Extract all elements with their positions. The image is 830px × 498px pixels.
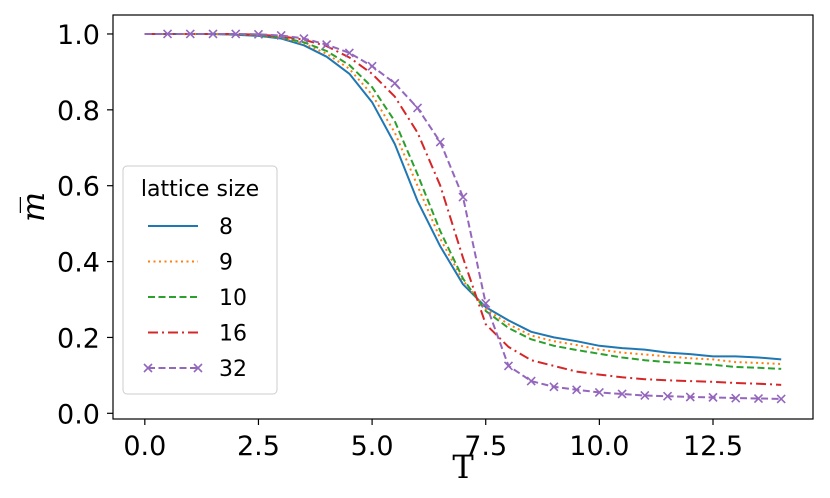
legend-label-8: 8: [219, 215, 233, 240]
series-marker-32: [367, 61, 377, 71]
legend-box: [122, 165, 278, 395]
y-tick-label: 0.8: [57, 96, 100, 127]
legend-label-9: 9: [219, 251, 233, 276]
x-tick-label: 10.0: [569, 431, 629, 462]
plot-area: [144, 29, 786, 404]
x-tick-label: 7.5: [464, 431, 507, 462]
legend-label-16: 16: [219, 322, 247, 347]
legend: lattice size 8 9 10 16 32: [122, 165, 278, 395]
x-tick-label: 5.0: [351, 431, 394, 462]
series-marker-32: [617, 389, 627, 399]
y-tick-label: 0.0: [57, 399, 100, 430]
series-marker-32: [276, 30, 286, 41]
series-marker-32: [208, 29, 218, 39]
series-marker-32: [503, 361, 514, 371]
series-marker-32: [162, 29, 173, 39]
x-axis-label: T: [452, 448, 474, 486]
series-marker-32: [185, 29, 195, 39]
series-marker-32: [708, 392, 718, 402]
legend-label-10: 10: [219, 286, 247, 311]
series-marker-32: [322, 40, 332, 50]
legend-marker-32: [193, 363, 203, 373]
x-tick-label: 12.5: [683, 431, 743, 462]
series-marker-32: [253, 29, 264, 39]
x-axis: 0.0 2.5 5.0 7.5 10.0 12.5: [123, 419, 743, 462]
series-marker-32: [231, 29, 241, 39]
legend-marker-32: [143, 363, 153, 373]
series-marker-32: [390, 78, 400, 88]
axes-frame: [112, 14, 814, 420]
series-marker-32: [458, 192, 468, 202]
y-tick-label: 0.4: [57, 248, 100, 279]
x-tick-label: 2.5: [237, 431, 280, 462]
series-marker-32: [594, 387, 604, 398]
series-marker-32: [753, 393, 764, 404]
series-marker-32: [549, 382, 559, 392]
y-tick-label: 1.0: [57, 20, 100, 51]
series-marker-32: [640, 390, 650, 401]
series-marker-32: [435, 137, 445, 147]
series-marker-32: [776, 394, 786, 404]
series-marker-32: [526, 376, 536, 386]
y-tick-label: 0.2: [57, 323, 100, 354]
series-marker-32: [731, 393, 741, 403]
series-marker-32: [481, 298, 491, 308]
series-marker-32: [685, 392, 695, 402]
y-axis-label: m̅: [14, 192, 52, 222]
legend-label-32: 32: [219, 357, 247, 382]
legend-title: lattice size: [141, 177, 259, 202]
legend-items: 8 9 10 16 32: [143, 215, 247, 382]
series-line-32: [144, 33, 782, 400]
series-marker-32: [662, 391, 673, 401]
series-marker-32: [572, 385, 582, 395]
x-tick-label: 0.0: [123, 431, 166, 462]
series-marker-32: [344, 48, 354, 58]
y-axis: 0.0 0.2 0.4 0.6 0.8 1.0: [57, 20, 113, 430]
series-marker-32: [412, 103, 423, 113]
series-marker-32: [299, 33, 309, 44]
y-tick-label: 0.6: [57, 172, 100, 203]
